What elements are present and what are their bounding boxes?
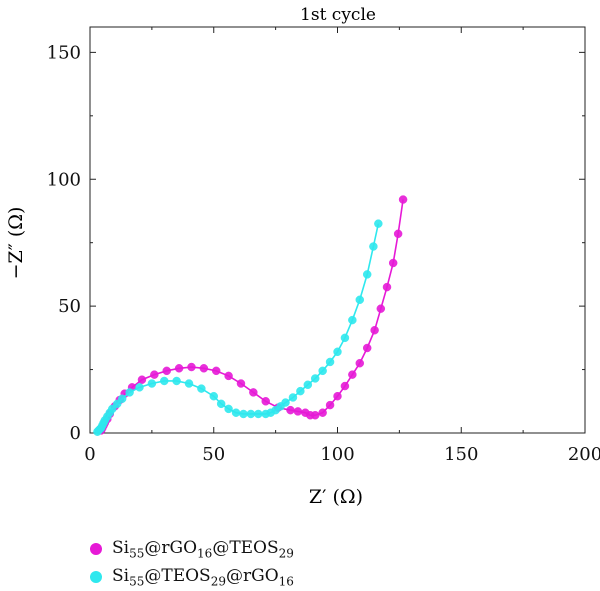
series-1-point: [325, 400, 335, 410]
series-2-point: [135, 383, 144, 392]
series-1-point: [348, 370, 357, 379]
legend-label-series-2: Si55@TEOS29@rGO16: [112, 565, 294, 589]
series-1-point: [362, 343, 372, 353]
series-2-point: [231, 408, 241, 417]
series-2-point: [362, 270, 372, 279]
series-1-point: [150, 370, 159, 379]
series-2-point: [254, 409, 263, 419]
series-2-point: [318, 366, 327, 376]
series-2-point: [303, 380, 313, 390]
series-line-2: [96, 223, 380, 433]
series-1-point: [261, 397, 270, 406]
series-2-point: [374, 219, 383, 228]
nyquist-chart: 1st cycle 0 50 100 150 200 0 50 100 150 Z′ (Ω) −…: [5, 5, 600, 508]
series-2-point: [369, 242, 378, 251]
series-1-point: [333, 391, 342, 401]
series-2-point: [216, 399, 226, 409]
x-tick-label: 50: [202, 444, 225, 465]
series-2-point: [112, 399, 122, 409]
y-axis-label: −Z″ (Ω): [5, 207, 27, 280]
plot-area: 0 50 100 150 200 0 50 100 150: [47, 26, 600, 465]
x-tick-label: 0: [84, 444, 95, 465]
x-axis-label: Z′ (Ω): [309, 486, 363, 508]
series-2-point: [340, 333, 350, 343]
series-2-point: [333, 347, 342, 357]
series-2-point: [172, 376, 181, 386]
series-1-point: [174, 364, 184, 373]
y-tick-label: 150: [47, 42, 81, 63]
series-2-point: [288, 393, 298, 402]
series-1-point: [398, 195, 408, 204]
series-1-point: [355, 358, 365, 368]
legend: Si55@rGO16@TEOS29 Si55@TEOS29@rGO16: [90, 535, 294, 591]
series-2-point: [147, 379, 157, 388]
series-2-point: [355, 295, 365, 305]
series-1-point: [286, 405, 295, 415]
series-1-point: [388, 258, 398, 268]
series-2-point: [310, 374, 320, 383]
legend-item-series-1: Si55@rGO16@TEOS29: [90, 535, 294, 563]
series-2-point: [239, 409, 248, 419]
series-2-point: [125, 388, 134, 397]
series-2-point: [209, 391, 218, 401]
x-tick-label: 200: [568, 444, 600, 465]
series-1-point: [224, 371, 233, 381]
series-2-point: [224, 404, 233, 414]
series-1-point: [211, 366, 221, 376]
x-tick-label: 100: [320, 444, 354, 465]
legend-label-series-1: Si55@rGO16@TEOS29: [112, 537, 294, 561]
series-1-point: [382, 282, 392, 292]
series-1-point: [310, 410, 320, 420]
chart-title: 1st cycle: [300, 5, 376, 25]
x-tick-label: 150: [444, 444, 478, 465]
series-1-point: [199, 364, 209, 373]
series-2-point: [108, 404, 117, 414]
series-2-point: [246, 409, 256, 419]
series-1-point: [340, 381, 350, 391]
series-2-point: [160, 376, 169, 386]
series-1-point: [376, 304, 386, 313]
series-2-point: [184, 379, 194, 388]
legend-marker-series-2: [90, 571, 102, 583]
series-2-point: [197, 384, 206, 393]
series-1-point: [318, 408, 327, 417]
series-2-point: [348, 315, 357, 325]
series-2-point: [281, 398, 290, 407]
legend-item-series-2: Si55@TEOS29@rGO16: [90, 563, 294, 591]
series-2-point: [117, 394, 127, 403]
series-2-point: [325, 357, 335, 367]
series-1-point: [162, 366, 171, 376]
series-1-point: [249, 388, 258, 397]
series-1-point: [370, 325, 379, 335]
series-1-point: [137, 375, 147, 384]
y-tick-label: 50: [58, 296, 81, 317]
series-1-point: [293, 407, 303, 416]
legend-marker-series-1: [90, 543, 102, 555]
series-1-point: [187, 362, 196, 372]
series-1-point: [393, 229, 403, 239]
series-2-point: [296, 386, 305, 396]
y-tick-label: 0: [70, 423, 81, 444]
series-1-point: [236, 379, 246, 388]
y-tick-label: 100: [47, 169, 81, 190]
